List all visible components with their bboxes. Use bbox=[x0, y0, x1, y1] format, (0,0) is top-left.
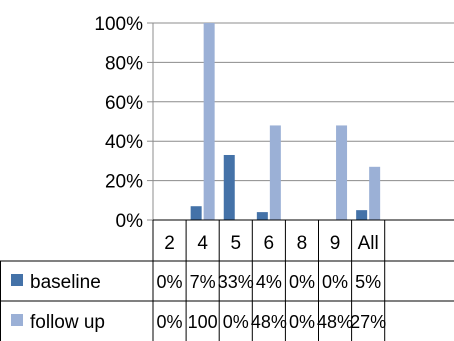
legend-label: follow up bbox=[30, 312, 105, 333]
y-tick-label: 0% bbox=[116, 211, 144, 232]
y-tick-label: 60% bbox=[105, 93, 143, 114]
y-tick-label: 20% bbox=[105, 172, 143, 193]
data-label: 5% bbox=[355, 272, 381, 292]
bar-baseline bbox=[356, 210, 368, 220]
data-label: 48% bbox=[251, 312, 287, 332]
data-label: 27% bbox=[350, 312, 386, 332]
y-tick-label: 80% bbox=[105, 53, 143, 74]
data-label: 33% bbox=[218, 272, 254, 292]
legend-label: baseline bbox=[30, 272, 101, 293]
category-label: 2 bbox=[164, 233, 175, 254]
bar-follow-up bbox=[269, 125, 281, 220]
data-label: 0% bbox=[157, 312, 183, 332]
data-label: 48% bbox=[317, 312, 353, 332]
bar-baseline bbox=[223, 154, 235, 220]
bar-follow-up bbox=[203, 23, 215, 220]
data-label: 100 bbox=[188, 312, 218, 332]
bar-baseline bbox=[256, 212, 268, 220]
data-label: 0% bbox=[289, 312, 315, 332]
bar-follow-up bbox=[336, 125, 348, 220]
y-tick-label: 100% bbox=[94, 14, 143, 35]
data-label: 0% bbox=[322, 272, 348, 292]
category-label: All bbox=[358, 233, 379, 254]
category-label: 6 bbox=[264, 233, 275, 254]
data-label: 4% bbox=[256, 272, 282, 292]
category-label: 5 bbox=[230, 233, 241, 254]
data-label: 7% bbox=[190, 272, 216, 292]
legend-key bbox=[11, 314, 23, 326]
bar-baseline bbox=[190, 206, 202, 220]
category-label: 9 bbox=[330, 233, 341, 254]
data-label: 0% bbox=[157, 272, 183, 292]
category-label: 8 bbox=[297, 233, 308, 254]
bar-follow-up bbox=[369, 166, 381, 220]
category-label: 4 bbox=[197, 233, 208, 254]
legend-key bbox=[11, 274, 23, 286]
data-label: 0% bbox=[289, 272, 315, 292]
y-tick-label: 40% bbox=[105, 132, 143, 153]
data-label: 0% bbox=[223, 312, 249, 332]
